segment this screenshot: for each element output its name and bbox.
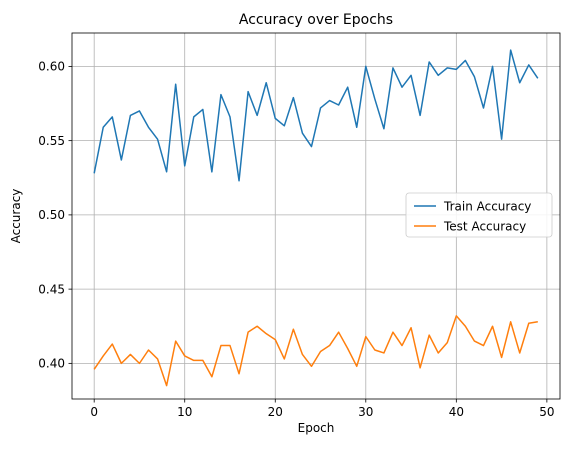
plot-frame <box>71 32 561 400</box>
series-line-test-accuracy <box>93 315 538 387</box>
y-tick-label: 0.50 <box>38 208 65 222</box>
chart-title: Accuracy over Epochs <box>239 12 393 28</box>
series-line-train-accuracy <box>93 49 539 182</box>
y-tick-label: 0.40 <box>38 357 65 371</box>
x-tick-label: 20 <box>268 405 283 419</box>
x-tick-label: 10 <box>177 405 192 419</box>
legend-box <box>405 192 553 238</box>
x-tick-label: 50 <box>539 405 554 419</box>
x-tick-label: 40 <box>449 405 464 419</box>
x-tick-label: 0 <box>90 405 98 419</box>
legend: Train Accuracy Test Accuracy <box>405 192 553 238</box>
y-tick-label: 0.45 <box>38 282 65 296</box>
axes: 0 10 20 30 40 50 0.40 0.45 0.50 0.55 0.60 <box>38 32 561 419</box>
legend-label: Test Accuracy <box>443 219 526 233</box>
x-tick-label: 30 <box>358 405 373 419</box>
y-tick-label: 0.60 <box>38 60 65 74</box>
y-tick-label: 0.55 <box>38 134 65 148</box>
series-lines <box>93 49 539 387</box>
y-axis-label: Accuracy <box>9 189 23 244</box>
grid-lines <box>72 33 560 399</box>
legend-label: Train Accuracy <box>443 199 531 213</box>
x-axis-label: Epoch <box>298 421 335 435</box>
